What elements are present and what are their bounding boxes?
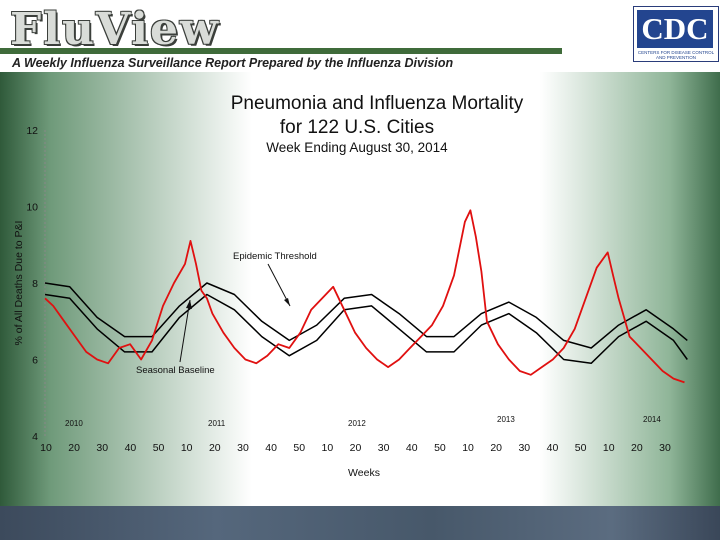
- cdc-logo-text: CDC: [637, 10, 713, 48]
- x-tick-label: 10: [181, 442, 193, 454]
- year-label: 2011: [208, 419, 226, 428]
- arrowhead-threshold: [284, 298, 290, 306]
- x-tick-label: 20: [209, 442, 221, 454]
- x-tick-label: 50: [575, 442, 587, 454]
- x-tick-label: 10: [40, 442, 52, 454]
- x-tick-label: 40: [406, 442, 418, 454]
- x-tick-label: 20: [350, 442, 362, 454]
- x-tick-label: 20: [631, 442, 643, 454]
- x-tick-label: 40: [265, 442, 277, 454]
- cdc-logo-caption: CENTERS FOR DISEASE CONTROL AND PREVENTI…: [637, 50, 715, 60]
- annotation-epidemic-threshold: Epidemic Threshold: [233, 251, 317, 262]
- seasonal-baseline-line: [44, 293, 688, 365]
- x-axis-label: Weeks: [348, 467, 380, 479]
- chart-subtitle: for 122 U.S. Cities: [279, 117, 435, 138]
- cdc-logo: CDC CENTERS FOR DISEASE CONTROL AND PREV…: [633, 6, 719, 62]
- annotation-seasonal-baseline: Seasonal Baseline: [136, 365, 215, 376]
- year-label: 2014: [643, 415, 661, 424]
- arrowhead-baseline: [186, 300, 192, 309]
- y-tick-label: 8: [32, 278, 38, 290]
- x-tick-label: 30: [237, 442, 249, 454]
- year-label: 2013: [497, 415, 515, 424]
- bottom-banner: [0, 506, 720, 540]
- y-tick-label: 10: [26, 202, 38, 214]
- year-label: 2010: [65, 419, 83, 428]
- x-tick-label: 20: [68, 442, 80, 454]
- y-tick-label: 4: [32, 431, 38, 443]
- x-tick-label: 10: [603, 442, 615, 454]
- epidemic-threshold-line: [44, 282, 688, 349]
- x-tick-label: 30: [659, 442, 671, 454]
- brand-subtitle: A Weekly Influenza Surveillance Report P…: [12, 56, 454, 70]
- x-tick-label: 50: [434, 442, 446, 454]
- y-tick-label: 6: [32, 355, 38, 367]
- observed-mortality-line: [44, 209, 685, 384]
- x-tick-label: 30: [96, 442, 108, 454]
- chart-week-label: Week Ending August 30, 2014: [266, 140, 448, 155]
- x-tick-label: 40: [125, 442, 137, 454]
- chart-title: Pneumonia and Influenza Mortality: [230, 93, 524, 114]
- year-label: 2012: [348, 419, 366, 428]
- x-tick-label: 30: [518, 442, 530, 454]
- brand-divider: [0, 48, 562, 54]
- x-tick-label: 10: [322, 442, 334, 454]
- x-tick-label: 50: [153, 442, 165, 454]
- x-tick-label: 10: [462, 442, 474, 454]
- annotation-arrow-baseline: [179, 299, 191, 363]
- brand-title: FluView: [10, 4, 220, 55]
- x-tick-label: 20: [490, 442, 502, 454]
- y-axis-label: % of All Deaths Due to P&I: [13, 221, 25, 346]
- x-tick-label: 40: [547, 442, 559, 454]
- x-tick-label: 50: [293, 442, 305, 454]
- x-tick-label: 30: [378, 442, 390, 454]
- y-tick-label: 12: [26, 125, 38, 137]
